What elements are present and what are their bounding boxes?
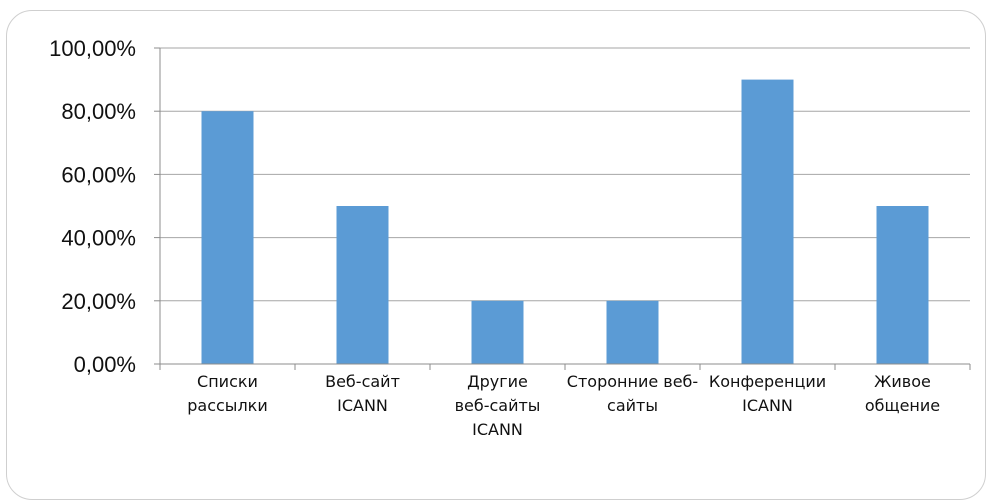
x-tick-labels: Списки рассылки Веб-сайт ICANN Другие веб-сай… bbox=[187, 372, 940, 439]
x-tick-label: общение bbox=[865, 396, 940, 415]
x-tick-label: ICANN bbox=[742, 396, 793, 415]
chart-frame bbox=[6, 10, 986, 500]
y-tick-labels: 0,00% 20,00% 40,00% 60,00% 80,00% 100,00% bbox=[49, 36, 136, 377]
y-tick-label: 100,00% bbox=[49, 36, 136, 61]
bar bbox=[336, 206, 389, 364]
y-tick-label: 80,00% bbox=[61, 99, 136, 124]
y-tick-label: 60,00% bbox=[61, 162, 136, 187]
x-tick-label: ICANN bbox=[337, 396, 388, 415]
y-tick-label: 0,00% bbox=[74, 352, 136, 377]
x-tick-label: веб-сайты bbox=[455, 396, 541, 415]
x-tick-label: Списки bbox=[197, 372, 258, 391]
x-tick-label: ICANN bbox=[472, 420, 523, 439]
x-tick-label: Живое bbox=[874, 372, 931, 391]
bar bbox=[201, 111, 254, 364]
y-tick-label: 20,00% bbox=[61, 289, 136, 314]
x-tick-label: Конференции bbox=[709, 372, 826, 391]
bar bbox=[741, 79, 794, 364]
x-tick-label: Сторонние веб- bbox=[567, 372, 698, 391]
bar bbox=[606, 300, 659, 364]
x-tick-label: сайты bbox=[607, 396, 658, 415]
bar bbox=[876, 206, 929, 364]
x-tick-label: рассылки bbox=[187, 396, 267, 415]
x-tick-label: Веб-сайт bbox=[325, 372, 400, 391]
axes bbox=[154, 47, 971, 370]
gridlines bbox=[160, 47, 970, 302]
y-tick-label: 40,00% bbox=[61, 226, 136, 251]
bars bbox=[201, 79, 929, 364]
bar bbox=[471, 300, 524, 364]
x-tick-label: Другие bbox=[467, 372, 528, 391]
